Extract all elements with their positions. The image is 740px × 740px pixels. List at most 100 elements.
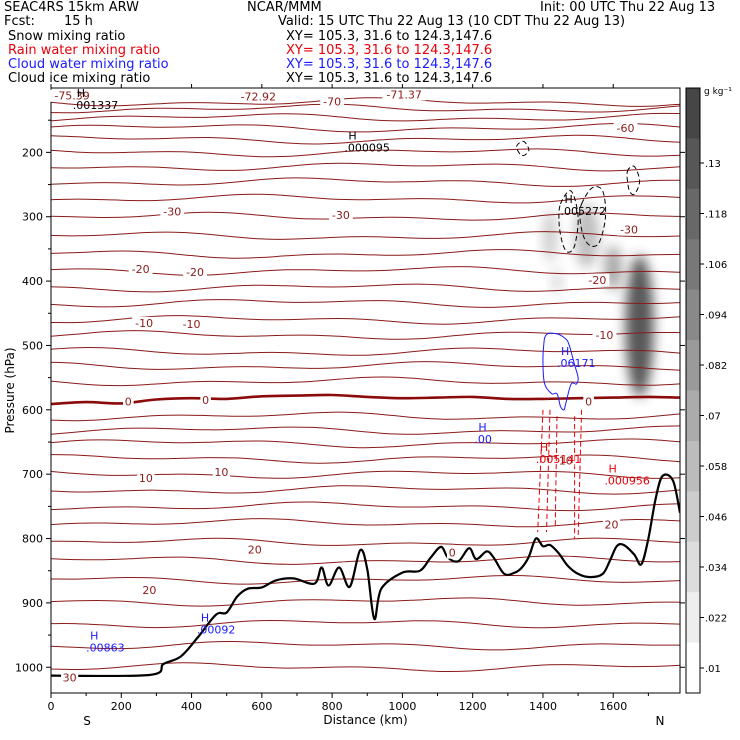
forecast-label: Fcst: bbox=[4, 14, 35, 29]
temperature-label-background bbox=[236, 90, 281, 103]
extremum-mark: H bbox=[77, 87, 85, 100]
extremum-value: .005272 bbox=[561, 205, 607, 218]
temperature-label-background bbox=[617, 223, 641, 236]
extremum-value: .00863 bbox=[86, 641, 125, 654]
temperature-label-background bbox=[613, 121, 638, 134]
temperature-label: 0 bbox=[123, 395, 134, 408]
temperature-label-background bbox=[132, 316, 157, 329]
temperature-label-text: -75.39 bbox=[54, 90, 89, 103]
temperature-label: -30 bbox=[617, 223, 641, 237]
extremum-label: H.005272 bbox=[561, 193, 607, 218]
y-tick-label: 700 bbox=[22, 468, 43, 481]
temperature-label-background bbox=[200, 394, 211, 407]
temperature-label-background bbox=[179, 318, 204, 331]
temperature-label-background bbox=[585, 273, 610, 286]
temperature-label: -60 bbox=[613, 121, 638, 135]
isotherm-line bbox=[51, 438, 680, 449]
temperature-label: 0 bbox=[200, 394, 211, 407]
extremum-label: H.00 bbox=[474, 421, 492, 446]
x-tick-label: 400 bbox=[181, 700, 202, 713]
x-tick-label: 1000 bbox=[388, 700, 416, 713]
y-tick-label: 900 bbox=[22, 597, 43, 610]
colorbar-tick-label: .034 bbox=[705, 563, 727, 574]
south-label: S bbox=[83, 714, 91, 728]
extremum-value: .00 bbox=[474, 433, 492, 446]
temperature-label: 10 bbox=[212, 466, 231, 479]
temperature-label-text: 20 bbox=[604, 518, 618, 531]
temperature-label-background bbox=[123, 395, 134, 408]
isotherm-line bbox=[51, 299, 680, 308]
x-tick-label: 1400 bbox=[529, 700, 557, 713]
colorbar-segment bbox=[686, 188, 700, 240]
temperature-label-background bbox=[160, 205, 185, 218]
temperature-label-background bbox=[382, 88, 426, 101]
temperature-label-text: 10 bbox=[559, 455, 573, 468]
valid-time: Valid: 15 UTC Thu 22 Aug 13 (10 CDT Thu … bbox=[278, 14, 626, 29]
temperature-label-text: 30 bbox=[63, 672, 77, 685]
isotherm-line bbox=[51, 376, 680, 387]
isotherm-line bbox=[51, 411, 680, 422]
colorbar-tick-label: .07 bbox=[705, 412, 721, 423]
colorbar-segment bbox=[686, 541, 700, 593]
forecast-hour: 15 h bbox=[64, 14, 93, 29]
colorbar-segment bbox=[686, 642, 700, 694]
isotherm-line bbox=[51, 662, 680, 673]
x-tick-label: 0 bbox=[48, 700, 55, 713]
temperature-label-text: -72.92 bbox=[241, 90, 276, 103]
temperature-label-background bbox=[50, 89, 94, 102]
colorbar-segment bbox=[686, 440, 700, 492]
temperature-label: -10 bbox=[179, 318, 204, 331]
field-xy-rain: XY= 105.3, 31.6 to 124.3,147.6 bbox=[286, 43, 493, 58]
isotherm-line bbox=[51, 103, 680, 114]
rain-water-contour bbox=[546, 409, 551, 533]
temperature-label-text: -10 bbox=[183, 318, 201, 331]
temperature-label-text: 0 bbox=[202, 394, 209, 407]
cloud-water-contour bbox=[542, 332, 579, 411]
extremum-label: H.00863 bbox=[86, 629, 125, 654]
isotherm-line bbox=[51, 330, 680, 340]
temperature-label-background bbox=[128, 262, 153, 275]
isotherm-line bbox=[51, 347, 680, 356]
isotherm-line bbox=[51, 425, 680, 435]
colorbar-frame bbox=[685, 87, 701, 694]
extremum-mark: H bbox=[90, 629, 98, 642]
field-xy-snow: XY= 105.3, 31.6 to 124.3,147.6 bbox=[286, 29, 493, 44]
isotherm-line bbox=[51, 249, 680, 259]
isotherm-line bbox=[51, 485, 680, 495]
isotherm-line bbox=[51, 283, 680, 293]
colorbar-segment bbox=[686, 592, 700, 644]
colorbar-tick-label: .13 bbox=[705, 159, 721, 170]
colorbar-segment bbox=[686, 138, 700, 190]
temperature-label-background bbox=[329, 208, 353, 221]
extremum-mark: H bbox=[565, 193, 573, 206]
temperature-label-text: 0 bbox=[125, 395, 132, 408]
temperature-label: -30 bbox=[160, 205, 185, 219]
colorbar-tick-label: .022 bbox=[705, 614, 727, 625]
extremum-label: H.000095 bbox=[344, 129, 390, 154]
temperature-label-text: -30 bbox=[332, 209, 350, 222]
isotherm-line bbox=[51, 112, 680, 122]
north-label: N bbox=[656, 714, 665, 728]
colorbar-segment bbox=[686, 491, 700, 543]
extremum-mark: H bbox=[201, 611, 209, 624]
ice-shading-blob bbox=[542, 210, 558, 262]
temperature-label: 0 bbox=[446, 546, 458, 560]
x-axis-label: Distance (km) bbox=[323, 713, 407, 727]
cloud-ice-contour bbox=[558, 190, 579, 253]
extremum-mark: H bbox=[561, 345, 569, 358]
temperature-label-text: -10 bbox=[135, 317, 153, 330]
extremum-label: H.00092 bbox=[197, 611, 236, 636]
y-tick-label: 200 bbox=[22, 146, 43, 159]
temperature-label: -71.37 bbox=[382, 88, 426, 101]
cloud-ice-contour bbox=[516, 140, 530, 157]
temperature-label: -10 bbox=[132, 316, 157, 330]
temperature-label-text: -30 bbox=[620, 224, 638, 237]
extremum-label: H.000956 bbox=[604, 463, 650, 488]
isotherm-line bbox=[51, 122, 680, 133]
temperature-label: 10 bbox=[557, 454, 575, 468]
ice-shading-blob bbox=[574, 203, 600, 269]
colorbar-segment bbox=[686, 289, 700, 341]
temperature-label: 10 bbox=[137, 472, 155, 485]
temperature-label: -20 bbox=[128, 262, 153, 276]
